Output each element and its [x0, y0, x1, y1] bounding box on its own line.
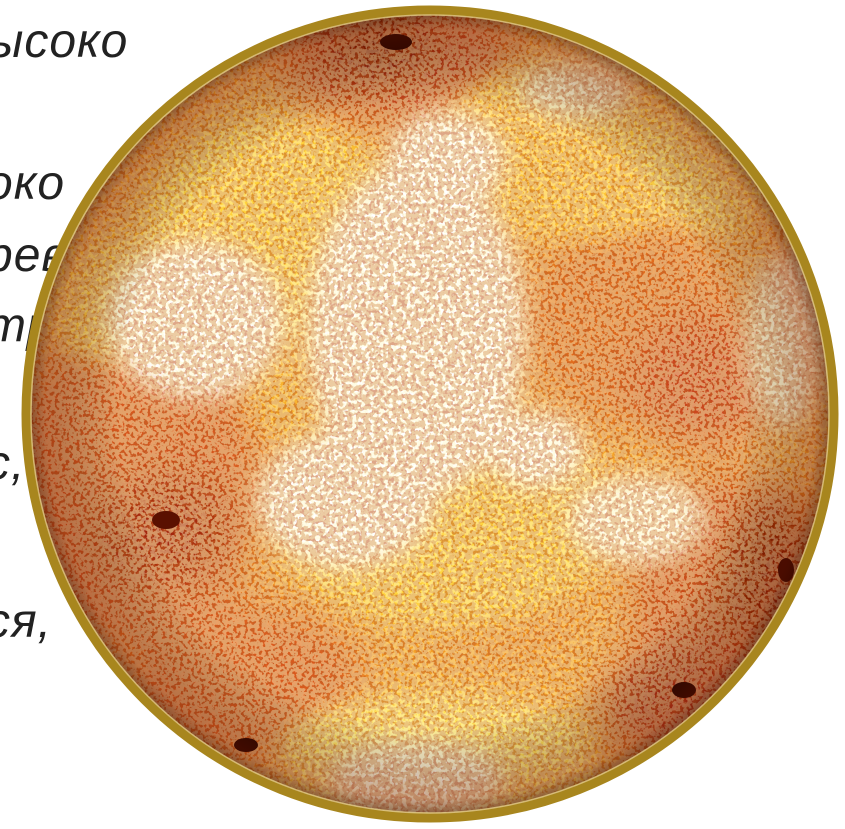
sphere-surface: [30, 14, 830, 814]
cmb-temperature-map-sphere: [21, 5, 839, 823]
text-line: ысоко: [0, 15, 129, 68]
sphere-rim: [21, 5, 839, 823]
text-line: око: [0, 157, 66, 210]
text-line: ся,: [0, 595, 52, 648]
text-line: с,: [0, 437, 26, 490]
